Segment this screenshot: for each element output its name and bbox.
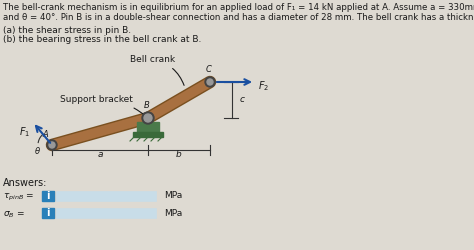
Text: A: A	[42, 130, 48, 139]
Text: MPa: MPa	[164, 208, 182, 218]
Bar	[56, 191, 156, 201]
Text: $\sigma_B$ =: $\sigma_B$ =	[3, 209, 25, 220]
Text: a: a	[97, 150, 103, 159]
Text: $\theta$: $\theta$	[34, 144, 41, 156]
Text: C: C	[206, 65, 212, 74]
Circle shape	[49, 142, 55, 148]
Circle shape	[207, 79, 213, 85]
Text: MPa: MPa	[164, 192, 182, 200]
Text: i: i	[46, 208, 50, 218]
Text: Support bracket: Support bracket	[60, 95, 146, 116]
Text: $F_2$: $F_2$	[258, 79, 269, 93]
Text: b: b	[176, 150, 182, 159]
Text: Bell crank: Bell crank	[130, 55, 184, 85]
Bar	[42, 191, 54, 201]
Bar	[137, 122, 159, 132]
Text: Answers:: Answers:	[3, 178, 47, 188]
Text: c: c	[240, 96, 245, 104]
Bar	[42, 208, 54, 218]
Circle shape	[205, 77, 215, 87]
Text: (a) the shear stress in pin B.: (a) the shear stress in pin B.	[3, 26, 131, 35]
Bar	[133, 132, 163, 137]
Bar	[56, 208, 156, 218]
Text: (b) the bearing stress in the bell crank at B.: (b) the bearing stress in the bell crank…	[3, 35, 201, 44]
Text: and θ = 40°. Pin B is in a double-shear connection and has a diameter of 28 mm. : and θ = 40°. Pin B is in a double-shear …	[3, 13, 474, 22]
Circle shape	[144, 114, 152, 122]
Text: i: i	[46, 191, 50, 201]
Circle shape	[142, 112, 154, 124]
Text: $\tau_{pin B}$ =: $\tau_{pin B}$ =	[3, 192, 34, 203]
Text: $F_1$: $F_1$	[19, 125, 31, 139]
Text: B: B	[144, 101, 150, 110]
Circle shape	[47, 140, 57, 150]
Text: The bell-crank mechanism is in equilibrium for an applied load of F₁ = 14 kN app: The bell-crank mechanism is in equilibri…	[3, 3, 474, 12]
